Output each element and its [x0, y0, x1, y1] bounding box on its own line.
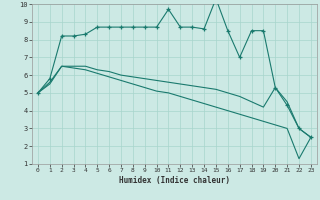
X-axis label: Humidex (Indice chaleur): Humidex (Indice chaleur)	[119, 176, 230, 185]
